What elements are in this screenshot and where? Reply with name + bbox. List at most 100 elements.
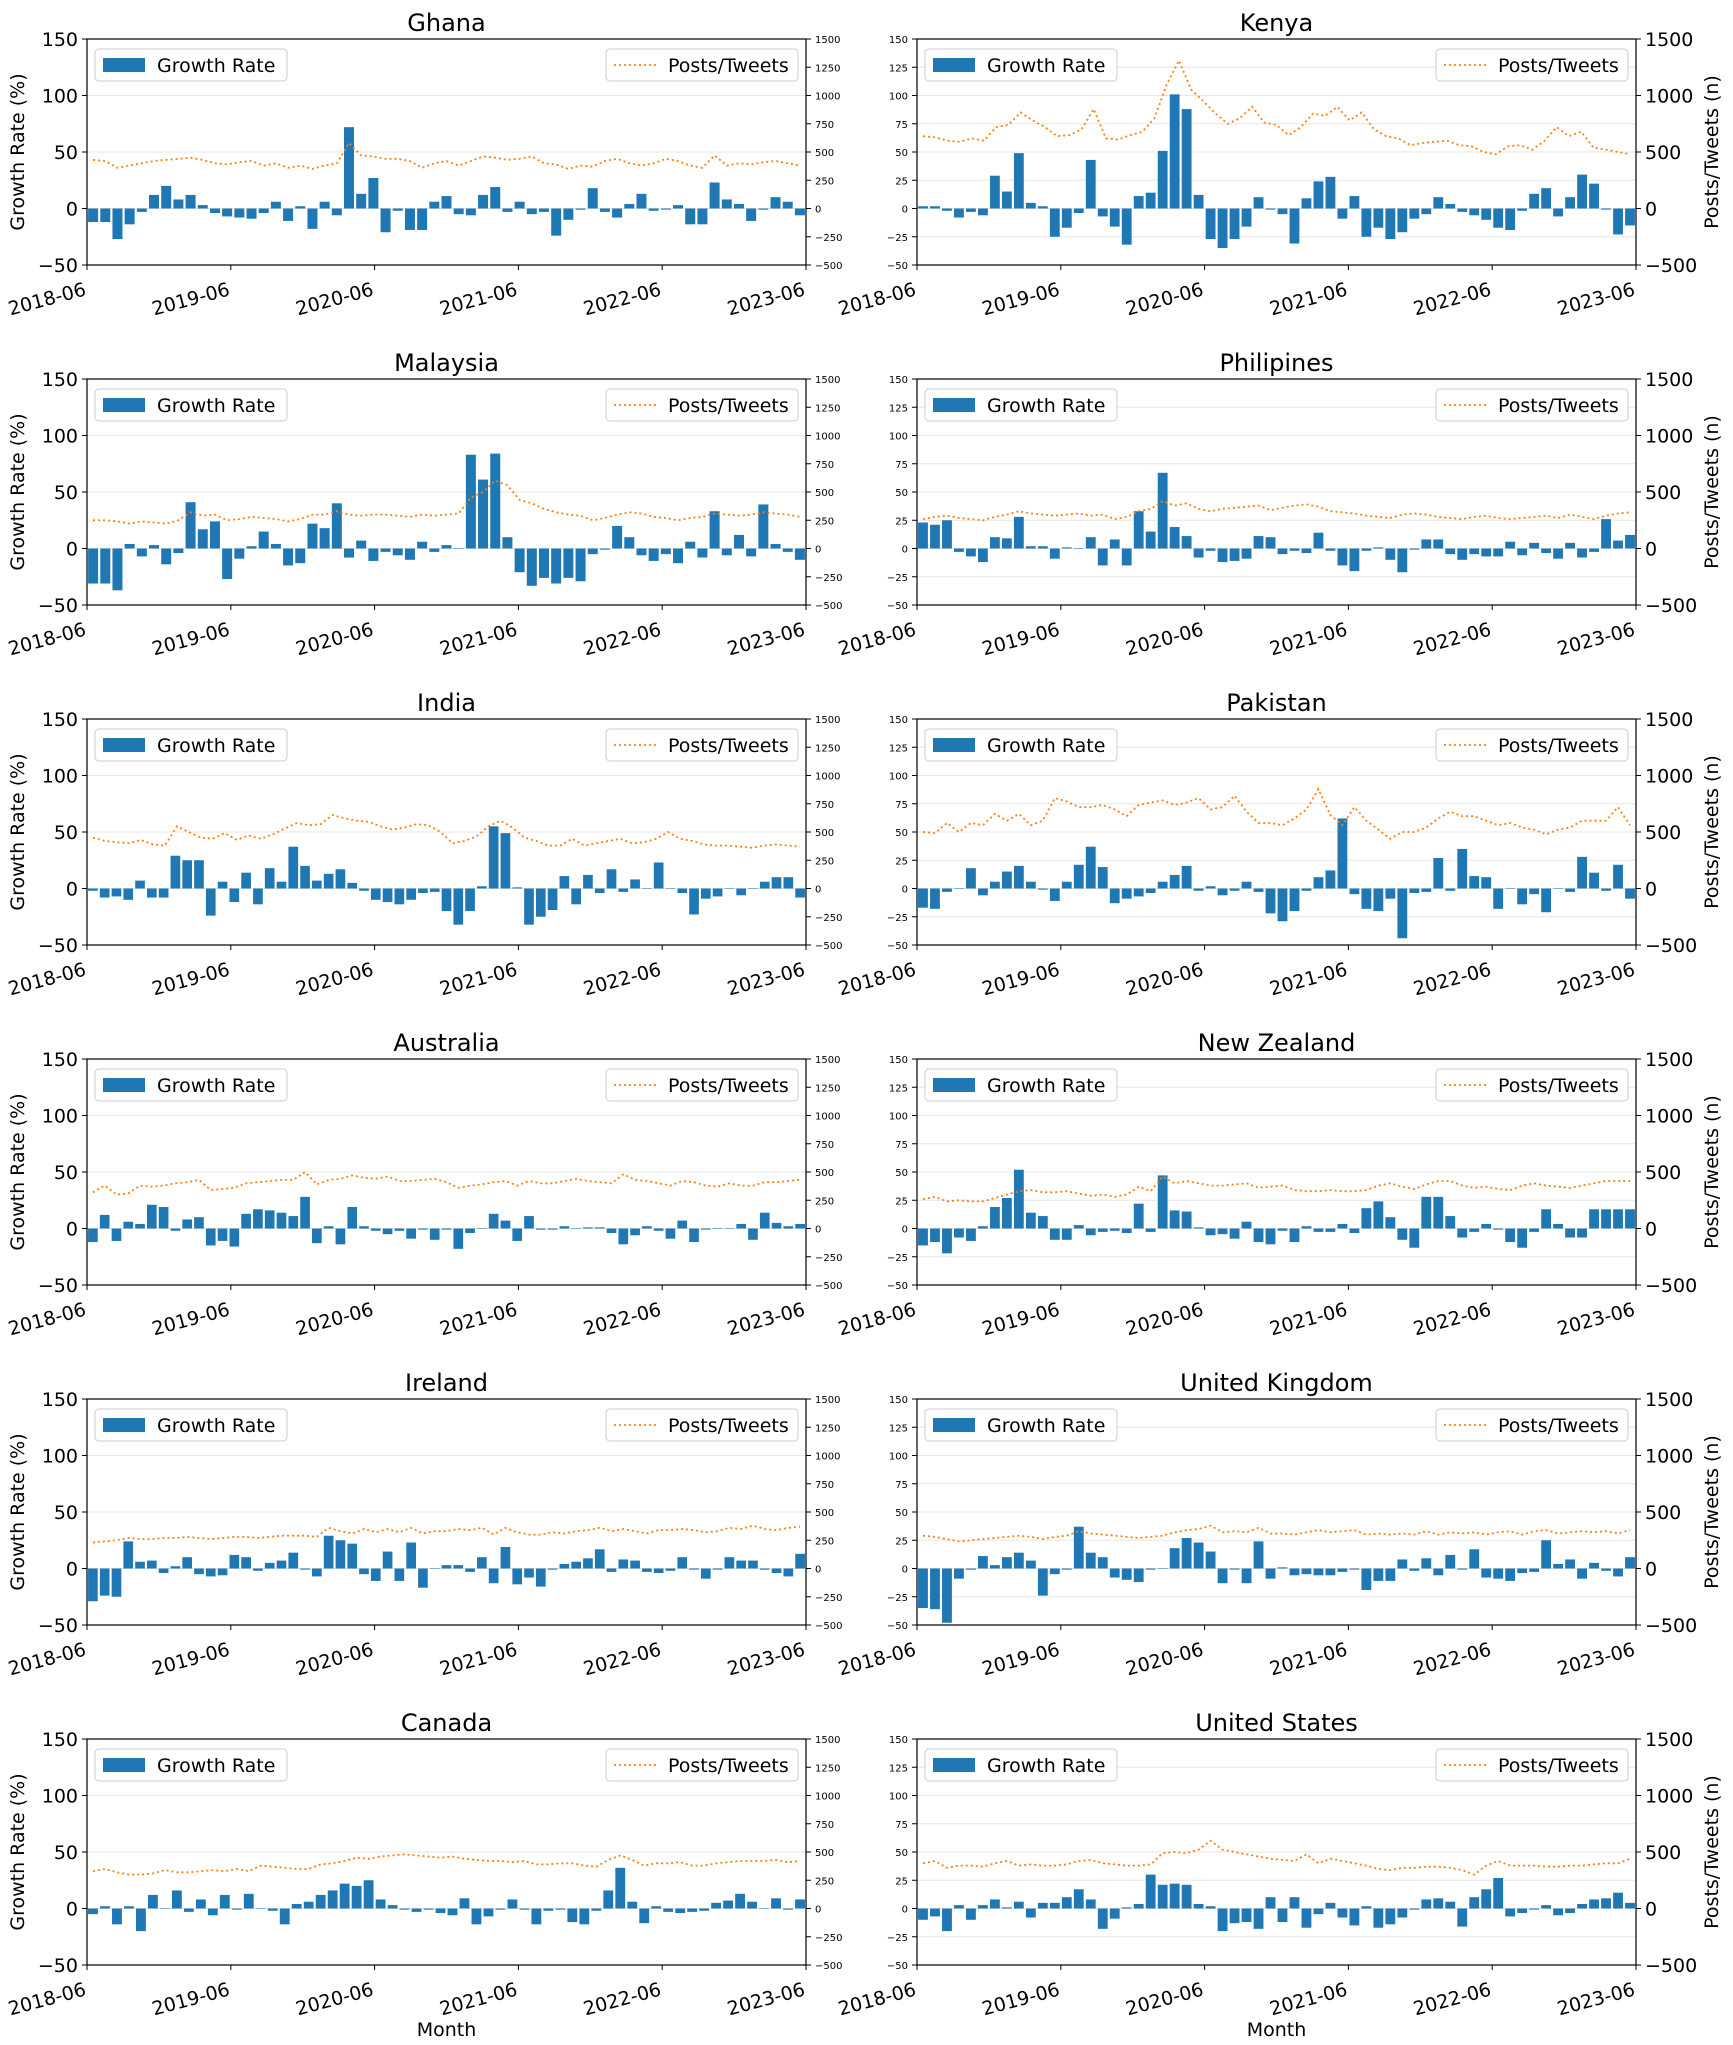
right-tick-label: −500 bbox=[1645, 255, 1697, 277]
growth-bar bbox=[712, 1568, 723, 1570]
growth-bar bbox=[312, 880, 322, 889]
growth-bar bbox=[1169, 1883, 1180, 1909]
growth-bar bbox=[524, 888, 534, 925]
growth-bar bbox=[1049, 1902, 1060, 1909]
growth-bar bbox=[347, 1543, 358, 1569]
right-tick-label: −500 bbox=[1645, 595, 1697, 617]
left-tick-label: 75 bbox=[895, 800, 908, 811]
growth-bar bbox=[502, 208, 513, 212]
growth-bar bbox=[234, 208, 245, 218]
x-tick-label: 2020-06 bbox=[294, 959, 376, 1001]
growth-bar bbox=[429, 201, 440, 209]
legend-box bbox=[94, 1068, 288, 1102]
x-tick-label: 2020-06 bbox=[1124, 959, 1206, 1001]
growth-bar bbox=[966, 208, 976, 212]
growth-bar bbox=[258, 531, 269, 549]
growth-bar bbox=[930, 888, 940, 909]
growth-bar bbox=[1493, 208, 1504, 228]
left-tick-label: 25 bbox=[895, 856, 908, 867]
growth-bar bbox=[339, 1883, 350, 1909]
growth-bar bbox=[1421, 888, 1432, 892]
growth-bar bbox=[535, 1228, 546, 1230]
y-axis-label-left: Growth Rate (%) bbox=[7, 73, 29, 230]
growth-bar bbox=[1325, 548, 1336, 551]
growth-bar bbox=[700, 888, 711, 899]
left-tick-label: 150 bbox=[42, 1049, 78, 1071]
growth-bar bbox=[1013, 1169, 1024, 1229]
growth-bar bbox=[1517, 208, 1528, 211]
growth-bar bbox=[1289, 1568, 1300, 1576]
growth-bar bbox=[1493, 548, 1504, 557]
legend-box bbox=[1435, 728, 1629, 762]
legend-label: Growth Rate bbox=[987, 395, 1105, 417]
growth-bar bbox=[583, 1227, 593, 1229]
left-tick-label: 150 bbox=[889, 1735, 908, 1746]
growth-bar bbox=[551, 548, 562, 584]
left-tick-label: 50 bbox=[54, 1842, 78, 1864]
right-tick-label: 500 bbox=[815, 148, 834, 159]
y-axis-label-left: Growth Rate (%) bbox=[7, 1093, 29, 1250]
left-tick-label: 25 bbox=[895, 516, 908, 527]
growth-bar bbox=[1085, 846, 1096, 889]
left-tick-label: 50 bbox=[895, 488, 908, 499]
legend-box bbox=[924, 1748, 1118, 1782]
growth-bar bbox=[653, 1228, 664, 1231]
x-tick-label: 2023-06 bbox=[1555, 1639, 1637, 1681]
x-tick-label: 2023-06 bbox=[725, 1299, 807, 1341]
y-axis-label-right: Posts/Tweets (n) bbox=[1701, 75, 1723, 229]
growth-bar bbox=[502, 537, 513, 549]
growth-bar bbox=[312, 1228, 322, 1244]
growth-bar bbox=[977, 208, 988, 216]
growth-bar bbox=[465, 888, 475, 912]
left-tick-label: 50 bbox=[54, 1162, 78, 1184]
growth-bar bbox=[418, 1568, 428, 1588]
growth-bar bbox=[1325, 1568, 1336, 1576]
growth-bar bbox=[1277, 548, 1288, 555]
legend-posts: Posts/Tweets bbox=[605, 48, 799, 82]
growth-bar bbox=[1181, 536, 1192, 549]
y-axis-label-left: Growth Rate (%) bbox=[7, 413, 29, 570]
left-tick-label: 125 bbox=[889, 403, 908, 414]
growth-bar bbox=[1409, 1568, 1420, 1571]
growth-bar bbox=[1613, 208, 1623, 235]
growth-bar bbox=[1001, 1197, 1012, 1229]
growth-bar bbox=[1469, 548, 1480, 555]
growth-bar bbox=[123, 888, 134, 900]
growth-bar bbox=[594, 1549, 605, 1569]
growth-bar bbox=[771, 1898, 781, 1909]
growth-bar bbox=[418, 1228, 428, 1230]
legend-swatch-bar bbox=[933, 58, 975, 72]
growth-bar bbox=[1565, 1559, 1576, 1569]
growth-bar bbox=[488, 826, 499, 889]
growth-bar bbox=[170, 1228, 181, 1231]
growth-bar bbox=[1157, 1568, 1168, 1569]
growth-bar bbox=[158, 1207, 169, 1229]
panel-title: Pakistan bbox=[1226, 689, 1327, 717]
left-tick-label: 50 bbox=[54, 822, 78, 844]
growth-bar bbox=[1613, 1209, 1623, 1229]
growth-bar bbox=[1265, 537, 1276, 549]
growth-bar bbox=[1025, 1212, 1036, 1229]
growth-bar bbox=[771, 1568, 782, 1574]
growth-bar bbox=[279, 1908, 290, 1925]
growth-bar bbox=[1301, 548, 1312, 554]
growth-bar bbox=[288, 1552, 299, 1569]
growth-bar bbox=[512, 1568, 523, 1585]
left-tick-label: 150 bbox=[889, 35, 908, 46]
growth-bar bbox=[942, 1568, 952, 1623]
growth-bar bbox=[624, 537, 635, 549]
growth-bar bbox=[1133, 1568, 1144, 1583]
growth-bar bbox=[112, 1908, 122, 1925]
growth-bar bbox=[319, 528, 330, 549]
legend-label: Growth Rate bbox=[157, 55, 275, 77]
growth-bar bbox=[99, 888, 110, 898]
right-tick-label: 250 bbox=[815, 516, 834, 527]
growth-bar bbox=[368, 548, 379, 561]
growth-bar bbox=[1193, 1542, 1204, 1569]
growth-bar bbox=[307, 208, 318, 229]
growth-bar bbox=[579, 1908, 590, 1925]
x-tick-label: 2019-06 bbox=[150, 279, 232, 321]
growth-bar bbox=[1133, 511, 1144, 549]
growth-bar bbox=[149, 194, 160, 209]
growth-bar bbox=[1553, 1908, 1564, 1916]
